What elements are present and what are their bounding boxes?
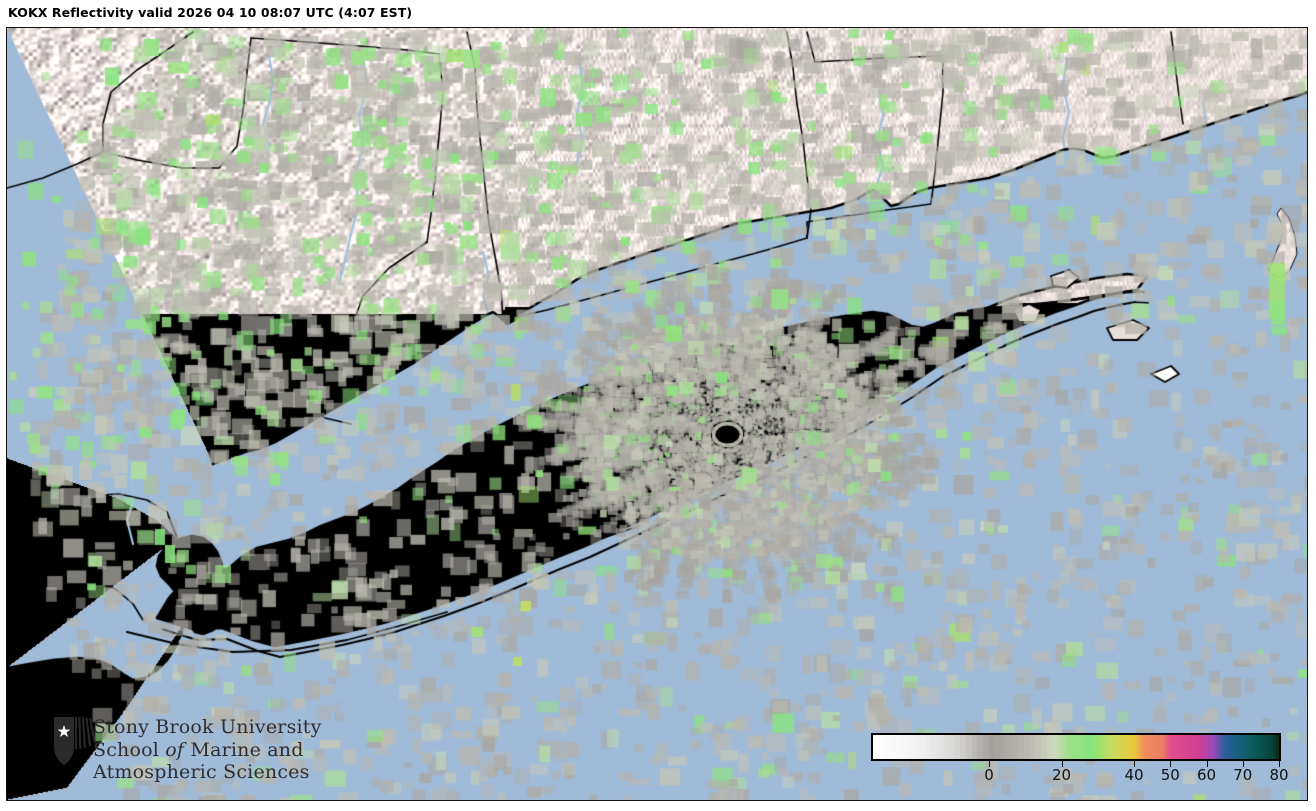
colorbar-tick-label: 0 xyxy=(984,766,994,784)
title-bar: KOKX Reflectivity valid 2026 04 10 08:07… xyxy=(0,0,1316,27)
colorbar-tick xyxy=(1206,761,1208,767)
colorbar-tick-label: 40 xyxy=(1124,766,1144,784)
colorbar-gradient xyxy=(873,735,1279,759)
reflectivity-colorbar: 0 20 40 50 60 70 80 xyxy=(871,733,1291,795)
colorbar-tick-label: 80 xyxy=(1269,766,1289,784)
colorbar-tick xyxy=(1242,761,1244,767)
colorbar-tick xyxy=(1134,761,1135,767)
colorbar-tick xyxy=(1170,761,1172,767)
colorbar-frame xyxy=(871,733,1281,761)
colorbar-tick-label: 70 xyxy=(1233,766,1253,784)
colorbar-tick-label: 20 xyxy=(1051,766,1072,784)
page-title: KOKX Reflectivity valid 2026 04 10 08:07… xyxy=(8,5,413,20)
colorbar-tick-label: 60 xyxy=(1196,766,1217,784)
colorbar-tick xyxy=(1279,761,1280,767)
radar-map-frame[interactable]: Stony Brook University School of Marine … xyxy=(6,27,1308,801)
radar-reflectivity-canvas xyxy=(7,28,1307,800)
colorbar-tick xyxy=(1061,761,1063,767)
colorbar-tick xyxy=(989,761,990,767)
colorbar-tick-label: 50 xyxy=(1160,766,1180,784)
